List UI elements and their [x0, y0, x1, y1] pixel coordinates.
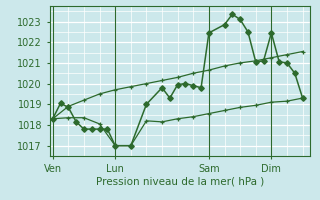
X-axis label: Pression niveau de la mer( hPa ): Pression niveau de la mer( hPa ) [96, 176, 264, 186]
